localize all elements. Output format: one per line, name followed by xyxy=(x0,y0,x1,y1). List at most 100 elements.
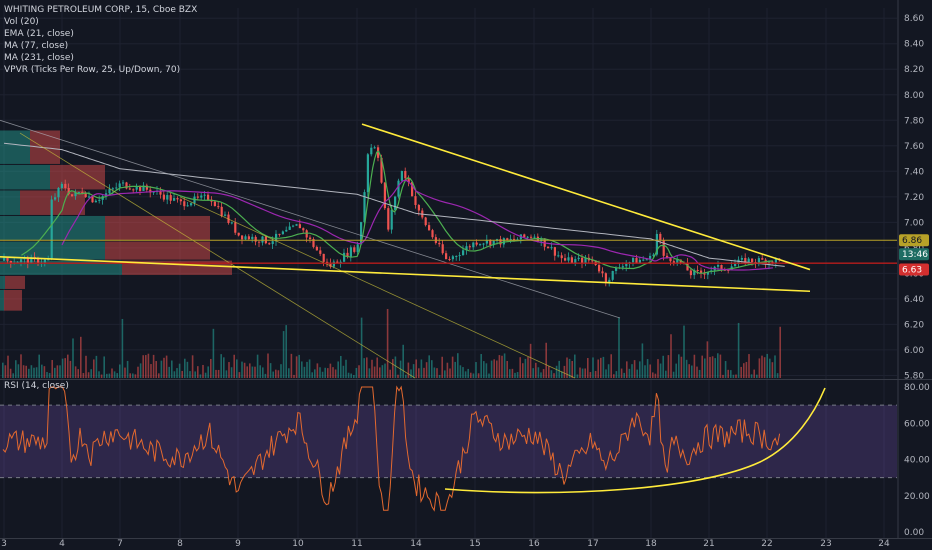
y-tick-label: 8.60 xyxy=(904,14,924,24)
candle-body xyxy=(455,255,458,257)
volume-bar xyxy=(431,360,433,378)
volume-bar xyxy=(444,370,446,378)
volume-bar xyxy=(33,367,35,378)
candle-body xyxy=(383,182,386,209)
candle-body xyxy=(207,194,210,200)
volume-bar xyxy=(592,357,594,378)
candle-body xyxy=(217,206,220,208)
volume-bar xyxy=(197,366,199,378)
volume-bar xyxy=(412,364,415,378)
volume-bar xyxy=(501,355,503,378)
candle-body xyxy=(57,188,60,198)
indicator-ma77[interactable]: MA (77, close) xyxy=(4,41,69,51)
volume-bar xyxy=(545,342,547,378)
volume-bar xyxy=(350,373,352,378)
volume-bar xyxy=(108,373,111,378)
x-tick-label: 11 xyxy=(351,539,362,549)
rsi-title[interactable]: RSI (14, close) xyxy=(4,381,69,391)
candle-body xyxy=(285,229,288,232)
x-tick-label: 3 xyxy=(1,539,7,549)
volume-bar xyxy=(386,308,389,378)
volume-bar xyxy=(69,360,72,378)
candle-body xyxy=(465,246,468,251)
symbol-title[interactable]: WHITING PETROLEUM CORP, 15, Cboe BZX xyxy=(4,5,198,15)
candle-body xyxy=(428,225,431,231)
volume-bar xyxy=(529,343,532,378)
y-tick-label: 7.00 xyxy=(904,218,924,228)
volume-bar xyxy=(548,366,550,378)
indicator-ema[interactable]: EMA (21, close) xyxy=(4,29,74,39)
volume-bar xyxy=(654,373,657,378)
volume-bar xyxy=(397,374,399,378)
candle-body xyxy=(394,196,397,210)
price-tag-mid-bg xyxy=(899,248,929,261)
candle-body xyxy=(462,250,465,256)
volume-bar xyxy=(25,365,27,378)
volume-bar xyxy=(327,368,329,378)
volume-bar xyxy=(207,366,209,378)
indicator-vpvr[interactable]: VPVR (Ticks Per Row, 25, Up/Down, 70) xyxy=(4,65,181,75)
volume-bar xyxy=(620,368,623,378)
volume-bar xyxy=(269,363,272,378)
volume-bar xyxy=(303,366,306,378)
candle-body xyxy=(407,178,410,183)
candle-body xyxy=(377,147,380,158)
candle-body xyxy=(353,247,356,252)
volume-bar xyxy=(132,373,134,378)
volume-bar xyxy=(628,368,631,378)
volume-bar xyxy=(353,374,355,378)
volume-bar xyxy=(199,374,202,378)
volume-bar xyxy=(693,354,696,378)
volume-bar xyxy=(610,354,612,378)
candle-body xyxy=(625,263,628,267)
candle-body xyxy=(635,258,638,264)
candle-body xyxy=(417,205,420,211)
volume-bar xyxy=(181,370,183,378)
candle-body xyxy=(203,194,206,196)
volume-bar xyxy=(87,372,90,378)
candle-body xyxy=(564,258,567,261)
candle-body xyxy=(645,259,648,261)
volume-bar xyxy=(371,359,373,378)
volume-bar xyxy=(246,366,248,378)
candle-body xyxy=(706,272,709,275)
rsi-panel[interactable] xyxy=(0,385,897,512)
volume-bar xyxy=(358,365,360,378)
candle-body xyxy=(190,203,193,206)
volume-bar xyxy=(238,372,241,378)
candle-body xyxy=(196,196,199,198)
volume-bar xyxy=(256,354,259,378)
volume-bar xyxy=(137,366,139,378)
candle-body xyxy=(247,236,250,240)
volume-bar xyxy=(116,373,118,378)
candle-body xyxy=(254,236,257,242)
candle-body xyxy=(438,242,441,245)
volume-bar xyxy=(373,366,376,378)
volume-bar xyxy=(158,373,160,378)
vpvr-down-bar xyxy=(5,275,25,289)
candle-body xyxy=(91,196,94,203)
candle-body xyxy=(424,217,427,226)
indicator-vol[interactable]: Vol (20) xyxy=(4,17,39,27)
candle-body xyxy=(662,240,665,256)
volume-bar xyxy=(667,355,670,378)
volume-bar xyxy=(77,369,79,378)
volume-bar xyxy=(48,373,51,378)
candle-body xyxy=(162,194,165,200)
volume-bar xyxy=(228,362,230,378)
rsi-curve xyxy=(444,387,826,494)
volume-bar xyxy=(59,365,61,378)
volume-bar xyxy=(290,353,293,378)
volume-bar xyxy=(38,354,40,378)
volume-bar xyxy=(711,356,714,378)
candle-body xyxy=(115,187,118,189)
volume-bar xyxy=(516,372,519,378)
indicator-ma231[interactable]: MA (231, close) xyxy=(4,53,74,63)
vpvr-up-bar xyxy=(0,190,20,215)
candle-body xyxy=(547,246,550,249)
volume-bar xyxy=(282,331,285,378)
volume-bar xyxy=(186,361,189,378)
volume-bar xyxy=(423,367,425,378)
volume-bar xyxy=(540,372,542,378)
